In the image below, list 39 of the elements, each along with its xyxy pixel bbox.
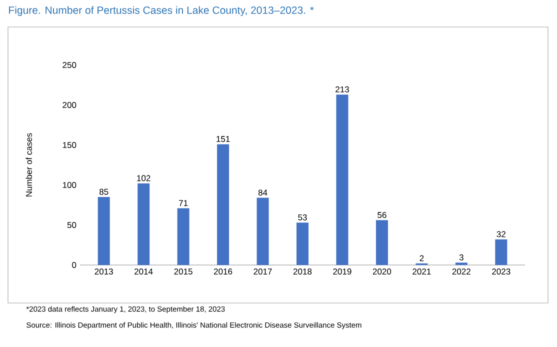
chart-title: Figure. Number of Pertussis Cases in Lake County, 2013–2023. *	[9, 6, 314, 16]
y-tick-label: 250	[62, 62, 76, 68]
bar	[98, 196, 110, 265]
y-tick-label: 200	[62, 102, 76, 108]
y-tick-label: 150	[62, 142, 76, 148]
x-tick-label: 2017	[254, 268, 272, 275]
y-tick-label: 0	[72, 262, 76, 268]
x-tick-label: 2014	[134, 268, 153, 275]
data-label: 85	[99, 188, 108, 195]
x-tick-label: 2022	[452, 268, 470, 275]
data-label: 32	[496, 231, 506, 238]
x-tick-label: 2019	[333, 268, 352, 275]
bar	[376, 220, 388, 265]
data-label: 2	[420, 255, 424, 262]
data-label: 53	[298, 214, 307, 220]
bar	[138, 183, 150, 265]
data-label: 3	[459, 254, 464, 260]
x-tick-label: 2021	[412, 268, 431, 275]
x-tick-label: 2015	[174, 268, 192, 275]
data-label: 84	[258, 190, 268, 196]
y-axis-title: Number of cases	[26, 133, 32, 196]
y-tick-label: 50	[67, 222, 76, 228]
x-tick-label: 2013	[94, 268, 113, 275]
data-label: 71	[179, 200, 188, 206]
data-label: 213	[336, 86, 349, 92]
y-tick-label: 100	[62, 182, 76, 188]
bar	[177, 208, 190, 265]
x-tick-label: 2020	[372, 268, 392, 275]
x-tick-label: 2023	[492, 268, 510, 275]
bar	[336, 94, 348, 265]
x-tick-label: 2016	[214, 268, 232, 275]
bar	[217, 144, 230, 265]
data-label: 56	[378, 212, 386, 218]
data-label: 151	[216, 136, 230, 142]
data-label: 102	[137, 175, 150, 182]
x-tick-label: 2018	[293, 268, 312, 275]
bar	[256, 198, 269, 265]
bar	[495, 239, 508, 265]
bar	[296, 222, 309, 265]
